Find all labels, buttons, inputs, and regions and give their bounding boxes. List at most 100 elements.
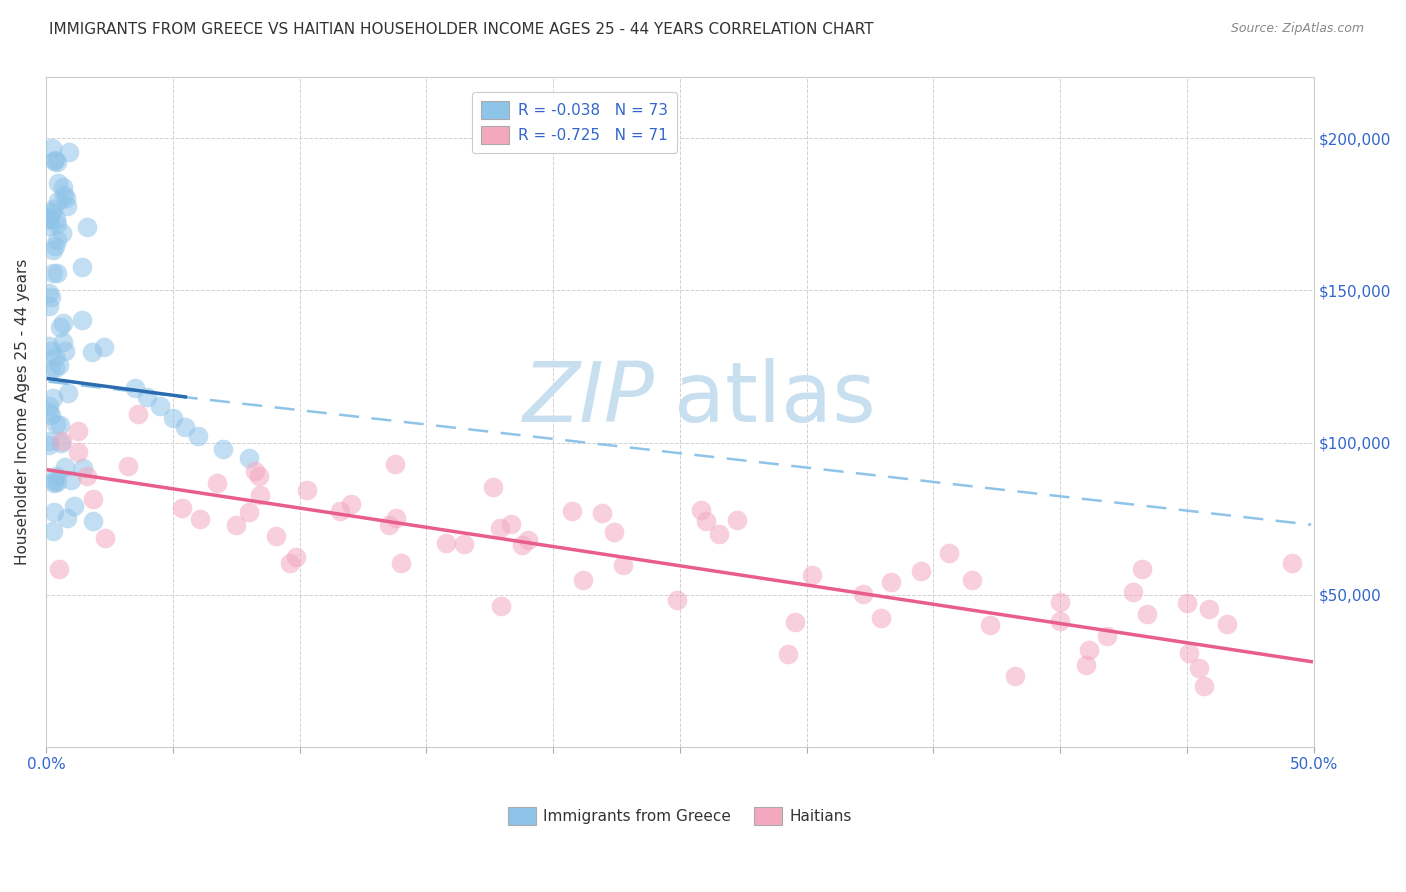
Point <box>52 334 75 349</box>
Point <box>695 514 717 528</box>
Point <box>38 211 60 226</box>
Point <box>38 211 60 226</box>
Point <box>1004 669 1026 683</box>
Point <box>53 343 76 358</box>
Point <box>512 538 534 552</box>
Point <box>39 408 62 422</box>
Point <box>62 500 84 514</box>
Point <box>38 338 60 352</box>
Point <box>38 211 60 225</box>
Point <box>52 180 75 194</box>
Point <box>136 390 159 404</box>
Point <box>187 429 209 443</box>
Point <box>489 521 512 535</box>
Point <box>42 391 65 405</box>
Point <box>117 459 139 474</box>
Point <box>491 599 513 614</box>
Point <box>238 506 260 520</box>
Point <box>67 425 90 439</box>
Point <box>1074 657 1097 672</box>
Point <box>329 504 352 518</box>
Point <box>384 458 406 472</box>
Point <box>783 615 806 629</box>
Point <box>725 513 748 527</box>
Point <box>776 647 799 661</box>
Point <box>76 220 98 235</box>
Point <box>1049 614 1071 628</box>
Point <box>124 381 146 395</box>
Point <box>162 411 184 425</box>
Point <box>516 533 538 547</box>
Point <box>46 218 69 232</box>
Point <box>453 537 475 551</box>
Point <box>38 300 60 314</box>
Point <box>172 501 194 516</box>
Point <box>602 524 624 539</box>
Point <box>149 399 172 413</box>
Text: IMMIGRANTS FROM GREECE VS HAITIAN HOUSEHOLDER INCOME AGES 25 - 44 YEARS CORRELAT: IMMIGRANTS FROM GREECE VS HAITIAN HOUSEH… <box>49 22 875 37</box>
Point <box>44 239 66 253</box>
Point <box>93 532 115 546</box>
Point <box>384 510 406 524</box>
Point <box>51 226 73 240</box>
Point <box>852 586 875 600</box>
Point <box>38 362 60 376</box>
Point <box>1216 616 1239 631</box>
Point <box>70 312 93 326</box>
Point <box>389 556 412 570</box>
Legend: Immigrants from Greece, Haitians: Immigrants from Greece, Haitians <box>502 801 858 831</box>
Point <box>501 517 523 532</box>
Point <box>58 385 80 400</box>
Point <box>340 497 363 511</box>
Point <box>1281 556 1303 570</box>
Point <box>52 316 75 330</box>
Point <box>243 464 266 478</box>
Text: Source: ZipAtlas.com: Source: ZipAtlas.com <box>1230 22 1364 36</box>
Point <box>45 417 67 432</box>
Point <box>264 528 287 542</box>
Point <box>93 340 115 354</box>
Point <box>53 187 76 202</box>
Point <box>1192 679 1215 693</box>
Point <box>591 506 613 520</box>
Point <box>41 205 63 219</box>
Point <box>59 473 82 487</box>
Point <box>249 488 271 502</box>
Point <box>44 154 66 169</box>
Point <box>1122 585 1144 599</box>
Point <box>1078 642 1101 657</box>
Point <box>38 434 60 448</box>
Point <box>46 194 69 208</box>
Point <box>38 438 60 452</box>
Point <box>72 260 94 274</box>
Point <box>55 191 77 205</box>
Point <box>1198 602 1220 616</box>
Point <box>45 234 67 248</box>
Point <box>44 476 66 491</box>
Point <box>127 408 149 422</box>
Point <box>1130 562 1153 576</box>
Point <box>295 483 318 497</box>
Point <box>42 243 65 257</box>
Point <box>48 562 70 576</box>
Point <box>41 202 63 216</box>
Point <box>66 445 89 459</box>
Point <box>58 145 80 160</box>
Point <box>46 176 69 190</box>
Point <box>76 469 98 483</box>
Point <box>38 399 60 413</box>
Point <box>238 450 260 465</box>
Point <box>39 219 62 233</box>
Point <box>41 141 63 155</box>
Point <box>42 524 65 538</box>
Point <box>870 611 893 625</box>
Point <box>49 320 72 334</box>
Point <box>801 568 824 582</box>
Point <box>82 492 104 507</box>
Point <box>247 469 270 483</box>
Point <box>38 286 60 301</box>
Point <box>45 468 67 483</box>
Point <box>72 461 94 475</box>
Point <box>561 504 583 518</box>
Point <box>55 199 77 213</box>
